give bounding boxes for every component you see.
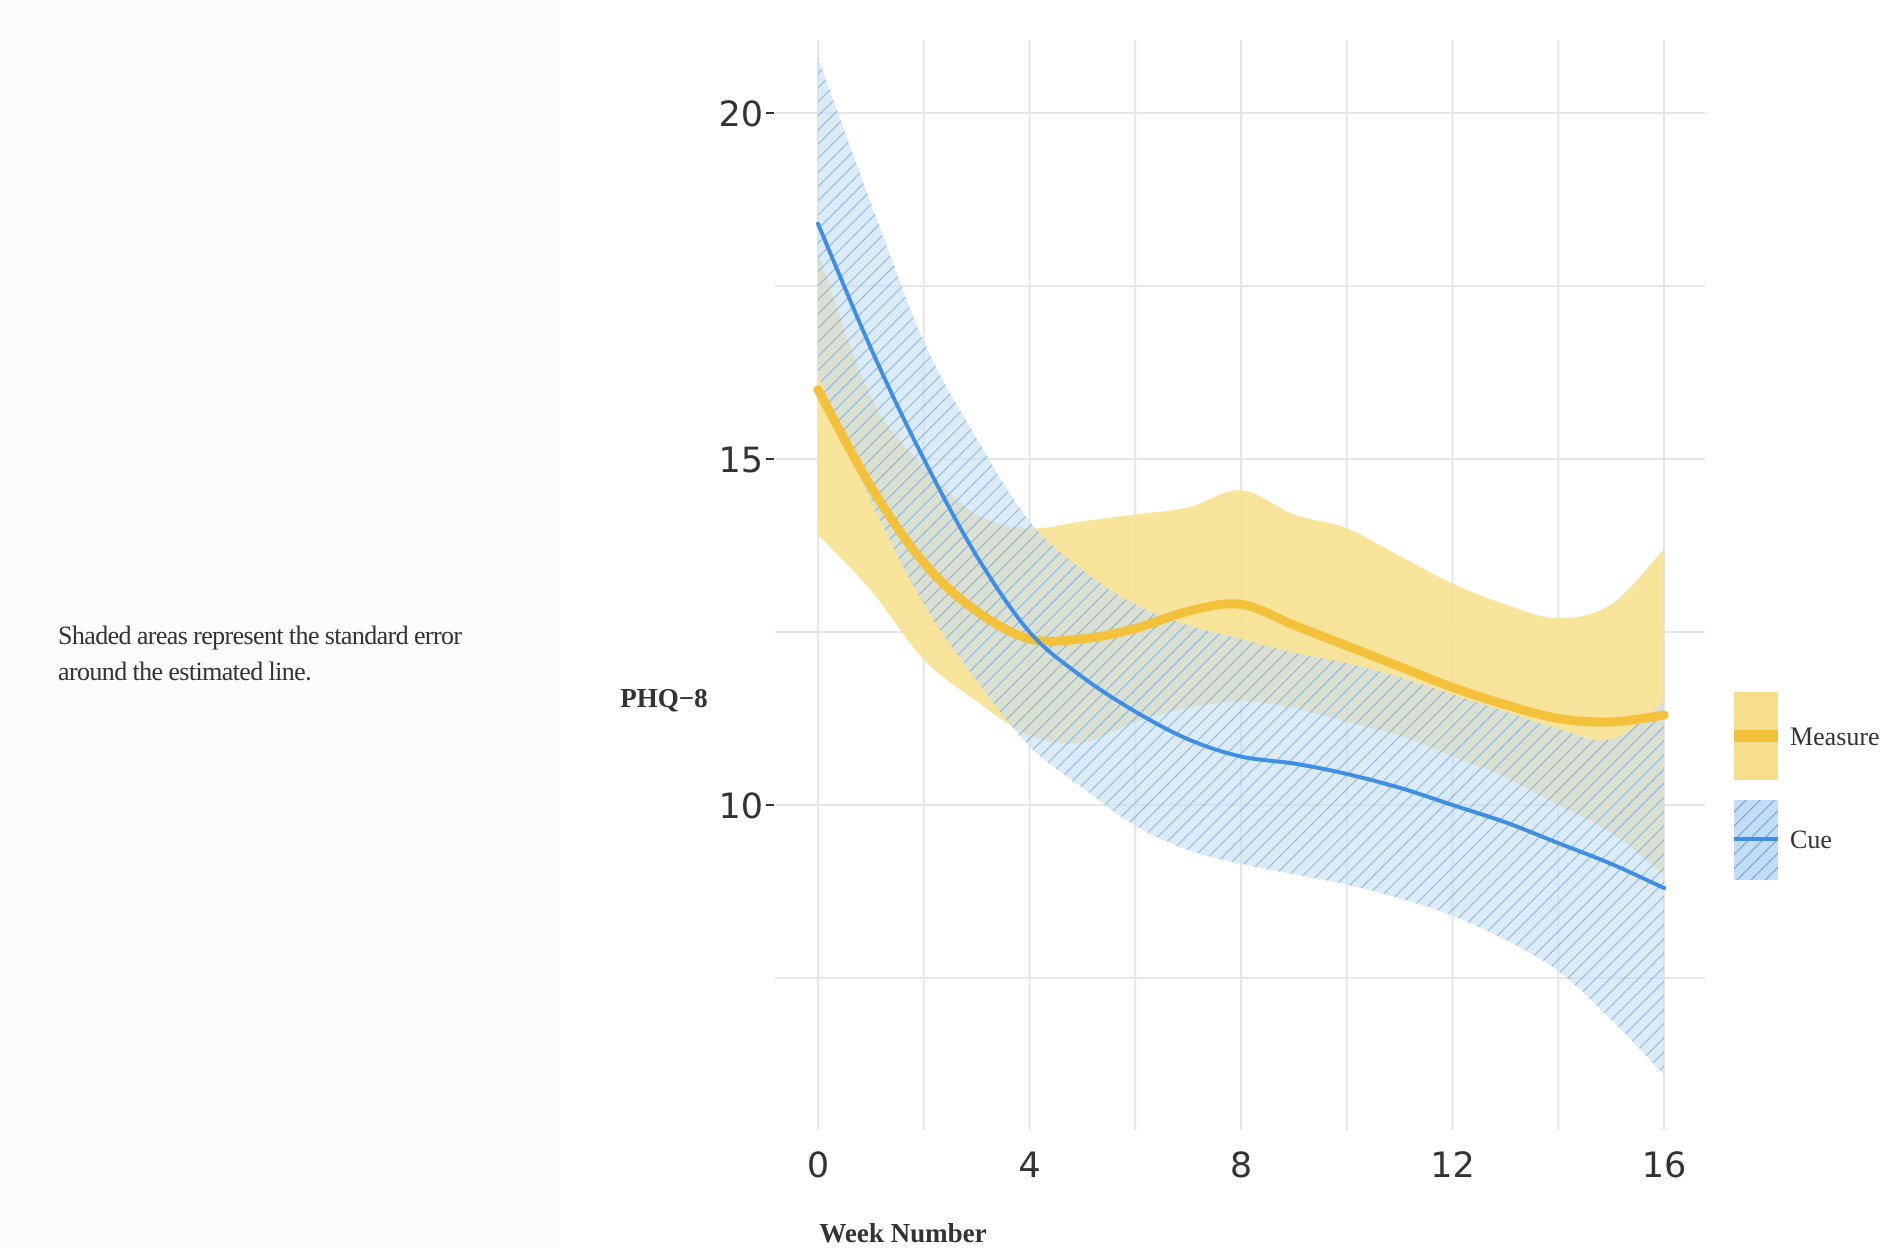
- y-tick-label-15: 15: [718, 441, 763, 481]
- y-tick-label-10: 10: [718, 787, 763, 827]
- legend-item-measure: Measure: [1734, 692, 1880, 780]
- x-tick-label-12: 12: [1430, 1146, 1475, 1186]
- x-tick-label-16: 16: [1642, 1146, 1687, 1186]
- y-axis-title: PHQ−8: [620, 683, 707, 713]
- caption-panel: Shaded areas represent the standard erro…: [0, 0, 560, 1248]
- x-tick-label-4: 4: [1018, 1146, 1040, 1186]
- series-cue-error-band-hatch: [818, 57, 1664, 1075]
- x-axis-title: Week Number: [819, 1218, 986, 1248]
- series-measure-line: [813, 385, 1669, 727]
- x-tick-label-0: 0: [807, 1146, 829, 1186]
- caption-line-1: Shaded areas represent the standard erro…: [58, 621, 462, 650]
- caption-line-2: around the estimated line.: [58, 657, 312, 686]
- y-tick-label-20: 20: [718, 95, 763, 135]
- x-tick-label-8: 8: [1230, 1146, 1252, 1186]
- series-cue-line: [816, 221, 1666, 890]
- legend-label-cue: Cue: [1790, 825, 1832, 854]
- legend-item-cue: Cue: [1734, 800, 1832, 880]
- plot-area: [813, 57, 1669, 1075]
- axes: 10 15 20 0 4 8 12 16: [718, 95, 1686, 1186]
- caption-text: Shaded areas represent the standard erro…: [58, 618, 538, 690]
- legend: Measure Cue: [1734, 692, 1880, 880]
- legend-label-measure: Measure: [1790, 722, 1880, 751]
